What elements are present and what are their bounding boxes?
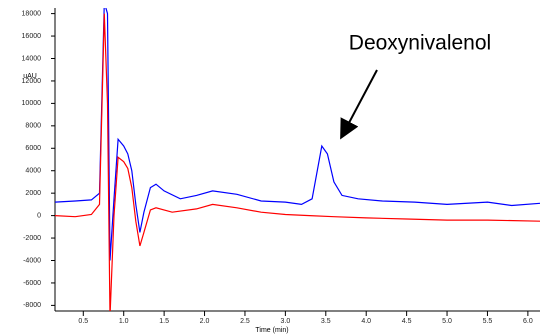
x-tick-label: 5.0 [442,318,452,325]
y-axis-label: uAU [23,73,37,80]
y-tick-label: 6000 [25,145,41,152]
y-tick-label: 10000 [22,100,42,107]
y-tick-label: 2000 [25,190,41,197]
annotation: Deoxynivalenol [349,32,491,55]
x-tick-label: 2.0 [200,318,210,325]
x-tick-label: 4.0 [361,318,371,325]
y-tick-label: 4000 [25,168,41,175]
y-tick-label: -4000 [23,257,41,264]
x-axis-label: Time (min) [255,327,288,334]
x-tick-label: 0.5 [78,318,88,325]
y-tick-label: 0 [37,212,41,219]
annotation-arrow [340,69,378,140]
y-tick-label: 18000 [22,10,42,17]
y-tick-label: 12000 [22,78,42,85]
y-tick-label: 8000 [25,123,41,130]
x-tick-label: 6.0 [523,318,533,325]
y-tick-label: 16000 [22,33,42,40]
x-tick-label: 1.5 [159,318,169,325]
y-tick-label: 14000 [22,55,42,62]
x-tick-label: 2.5 [240,318,250,325]
x-tick-label: 4.5 [402,318,412,325]
y-tick-label: -8000 [23,302,41,309]
series-line [55,13,540,311]
x-tick-label: 1.0 [119,318,129,325]
x-tick-label: 5.5 [483,318,493,325]
series-line [55,8,540,261]
x-tick-label: 3.0 [281,318,291,325]
plot-area [55,8,540,311]
y-tick-label: -2000 [23,235,41,242]
x-tick-label: 3.5 [321,318,331,325]
y-tick-label: -6000 [23,280,41,287]
